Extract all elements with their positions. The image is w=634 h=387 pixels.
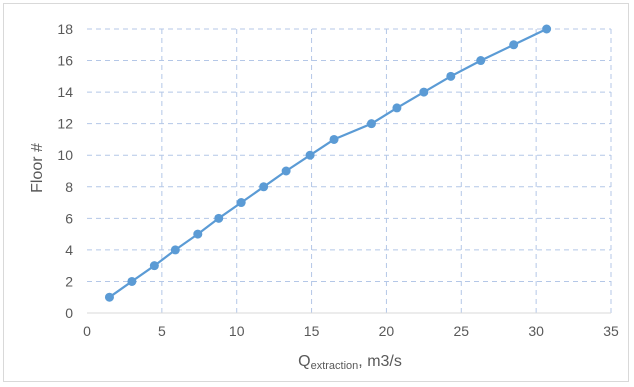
data-point — [236, 198, 246, 208]
x-tick-labels: 0 5 10 15 20 25 30 35 — [83, 323, 619, 339]
y-tick-label: 14 — [57, 84, 73, 100]
y-axis-label: Floor # — [29, 143, 46, 193]
x-tick-label: 15 — [304, 323, 320, 339]
y-tick-label: 0 — [65, 305, 73, 321]
data-point — [259, 182, 269, 192]
y-tick-label: 12 — [57, 116, 73, 132]
y-tick-label: 8 — [65, 179, 73, 195]
x-tick-label: 20 — [379, 323, 395, 339]
y-tick-label: 2 — [65, 273, 73, 289]
data-point — [127, 276, 137, 286]
data-point — [476, 56, 486, 66]
x-tick-label: 0 — [83, 323, 91, 339]
x-tick-label: 30 — [528, 323, 544, 339]
series-line — [108, 28, 548, 299]
data-point — [392, 103, 402, 113]
y-tick-label: 6 — [65, 210, 73, 226]
x-tick-label: 35 — [603, 323, 619, 339]
x-tick-label: 5 — [158, 323, 166, 339]
y-tick-label: 16 — [57, 53, 73, 69]
data-point — [214, 213, 224, 223]
data-point — [149, 261, 159, 271]
data-point — [104, 292, 114, 302]
y-tick-label: 10 — [57, 147, 73, 163]
data-point — [419, 87, 429, 97]
data-point — [281, 166, 291, 176]
y-tick-label: 4 — [65, 242, 73, 258]
grid-lines — [87, 28, 612, 313]
data-point — [446, 71, 456, 81]
series-group — [104, 24, 552, 302]
x-axis-label-main: Q — [298, 353, 310, 370]
chart-frame — [3, 3, 629, 382]
data-point — [542, 24, 552, 34]
x-tick-label: 25 — [453, 323, 469, 339]
y-tick-label: 18 — [57, 21, 73, 37]
data-point — [366, 119, 376, 129]
x-axis-label: Qextraction, m3/s — [298, 353, 402, 372]
data-point — [305, 150, 315, 160]
data-point — [193, 229, 203, 239]
x-axis-label-subscript: extraction — [311, 360, 359, 372]
data-point — [329, 134, 339, 144]
x-tick-label: 10 — [229, 323, 245, 339]
data-point — [509, 40, 519, 50]
data-point — [170, 245, 180, 255]
y-tick-labels: 0 2 4 6 8 10 12 14 16 18 — [57, 21, 73, 321]
x-axis-label-units: , m3/s — [358, 353, 402, 370]
